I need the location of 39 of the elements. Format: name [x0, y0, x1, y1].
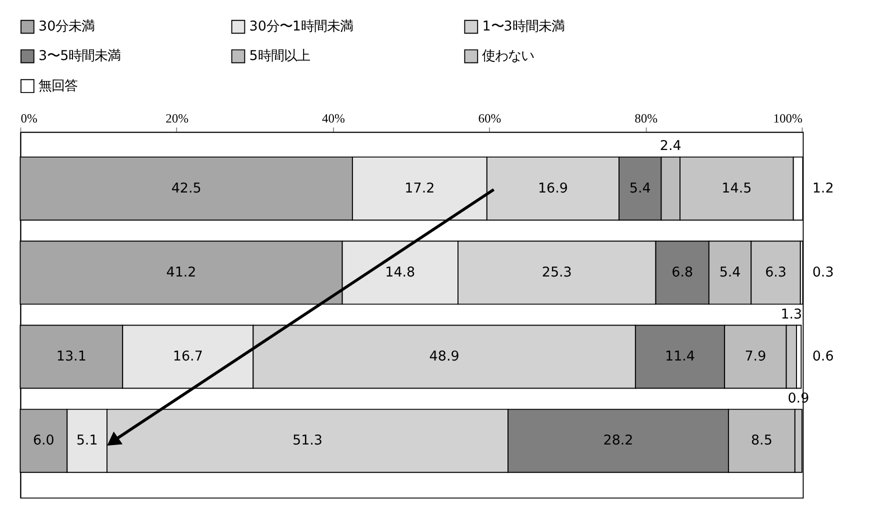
text: 6.3	[765, 264, 786, 281]
x-tick-label: 100%	[773, 112, 802, 126]
text: 5.4	[719, 264, 741, 281]
text: 0.3	[812, 264, 834, 281]
x-tick-label: 0%	[20, 112, 38, 126]
legend-label: 5時間以上	[249, 48, 310, 64]
text: 11.4	[665, 348, 696, 365]
legend-label: 無回答	[38, 78, 78, 94]
legend-label: 30分未満	[38, 18, 95, 35]
text: 5.4	[629, 180, 651, 196]
text: 51.3	[292, 432, 323, 449]
text: 0.6	[812, 348, 834, 365]
x-tick-label: 60%	[478, 112, 502, 126]
text: 16.7	[172, 348, 203, 365]
text: 42.5	[171, 180, 202, 196]
text: 2.4	[660, 138, 682, 154]
legend-label: 30分〜1時間未満	[249, 18, 354, 35]
text: 1.2	[812, 180, 834, 196]
text: 5.1	[76, 432, 98, 449]
text: 14.5	[722, 180, 752, 196]
text: 25.3	[542, 264, 572, 281]
text: 7.9	[744, 348, 766, 365]
x-tick-label: 20%	[166, 112, 189, 126]
legend-label: 3〜5時間未満	[38, 48, 121, 64]
x-tick-label: 80%	[634, 112, 658, 126]
text: 48.9	[429, 348, 460, 365]
text: 13.1	[56, 348, 86, 365]
text: 6.8	[672, 264, 694, 281]
text: 16.9	[538, 180, 568, 196]
text: 1.3	[780, 306, 802, 322]
legend-label: 使わない	[482, 48, 534, 64]
x-tick-label: 40%	[322, 112, 345, 126]
text: 8.5	[750, 432, 772, 449]
text: 28.2	[603, 432, 634, 449]
text: 17.2	[404, 180, 435, 196]
text: 41.2	[166, 264, 196, 281]
legend-label: 1〜3時間未満	[482, 18, 564, 35]
text: 14.8	[385, 264, 416, 281]
text: 6.0	[32, 432, 54, 449]
